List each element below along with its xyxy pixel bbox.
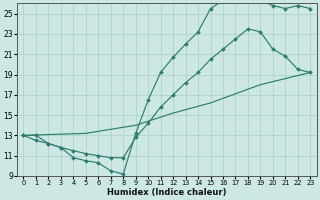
X-axis label: Humidex (Indice chaleur): Humidex (Indice chaleur) <box>107 188 227 197</box>
